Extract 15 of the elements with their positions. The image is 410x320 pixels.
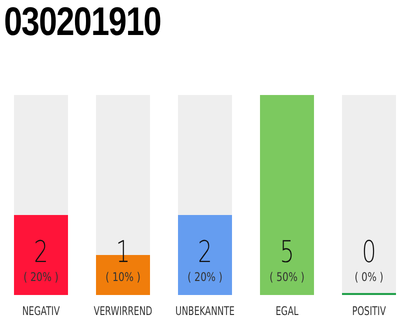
data-label: 0 (362, 234, 376, 270)
x-tick-label: VERWIRREND (94, 304, 152, 318)
annotation: ( 10% ) (106, 270, 140, 284)
x-tick-label: NEGATIV (22, 304, 60, 318)
x-tick-label: POSITIV (352, 304, 387, 318)
annotation: ( 20% ) (24, 270, 58, 284)
x-tick-label: EGAL (276, 304, 299, 318)
data-label: 2 (198, 234, 212, 270)
x-tick-label: UNBEKANNTE (175, 304, 235, 318)
annotation: ( 20% ) (188, 270, 222, 284)
chart-title: 030201910 (4, 0, 161, 44)
data-label: 5 (280, 234, 294, 270)
data-label: 2 (34, 234, 48, 270)
annotation: ( 50% ) (270, 270, 304, 284)
annotation: ( 0% ) (354, 270, 384, 284)
